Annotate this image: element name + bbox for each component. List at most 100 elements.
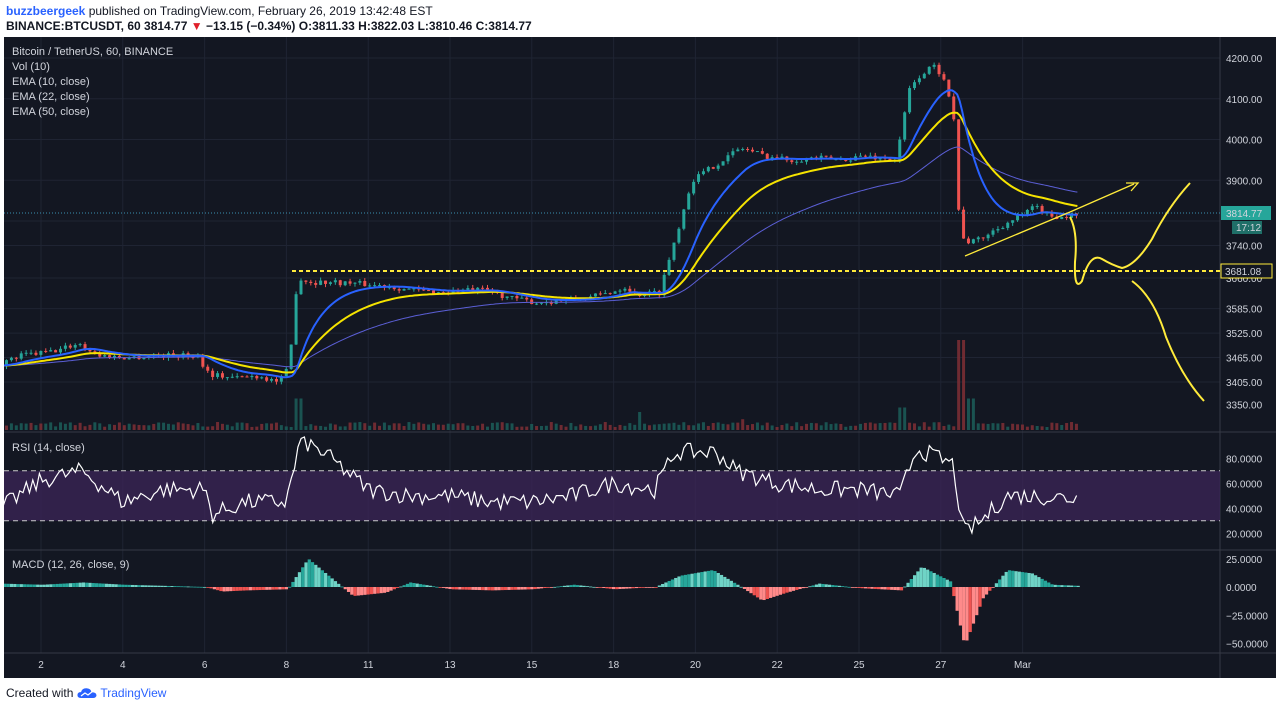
macd-bar bbox=[49, 584, 53, 587]
macd-bar bbox=[693, 573, 697, 587]
macd-bar bbox=[144, 585, 148, 587]
volume-bar bbox=[947, 424, 951, 430]
candle-body bbox=[39, 350, 43, 355]
macd-bar bbox=[818, 583, 822, 587]
macd-bar bbox=[1040, 578, 1044, 587]
macd-bar bbox=[1060, 585, 1064, 587]
macd-bar bbox=[389, 587, 393, 591]
macd-bar bbox=[595, 587, 599, 588]
macd-bar bbox=[808, 586, 812, 588]
macd-bar bbox=[193, 586, 197, 588]
candle-body bbox=[667, 259, 671, 275]
countdown-tag bbox=[1232, 221, 1262, 234]
candle-body bbox=[328, 282, 332, 284]
volume-bar bbox=[333, 424, 337, 430]
macd-bar bbox=[981, 587, 985, 599]
candle-body bbox=[765, 153, 769, 159]
macd-bar bbox=[507, 587, 511, 590]
trendline-lower bbox=[964, 211, 1071, 257]
time-tick-label: 6 bbox=[202, 660, 208, 671]
candle-body bbox=[539, 302, 543, 304]
volume-bar bbox=[117, 422, 121, 430]
macd-bar bbox=[88, 582, 92, 587]
candle-body bbox=[510, 295, 514, 297]
macd-bar bbox=[798, 587, 802, 590]
candle-body bbox=[549, 302, 553, 304]
macd-bar bbox=[467, 587, 472, 590]
macd-bar bbox=[628, 587, 632, 589]
macd-bar bbox=[517, 587, 521, 590]
macd-bar bbox=[903, 586, 907, 588]
macd-bar bbox=[65, 583, 69, 587]
volume-bar bbox=[1074, 423, 1078, 430]
volume-bar bbox=[672, 422, 676, 430]
chart-area[interactable]: 4200.00 4100.00 4000.00 3900.00 3740.00 3660.… bbox=[4, 37, 1276, 678]
volume-bar bbox=[245, 423, 249, 430]
tradingview-brand-text: TradingView bbox=[100, 686, 167, 700]
macd-bar bbox=[373, 587, 377, 594]
macd-bar bbox=[189, 586, 194, 588]
macd-bar bbox=[749, 587, 753, 594]
volume-bar bbox=[859, 423, 862, 430]
macd-bar bbox=[39, 584, 43, 587]
macd-bar bbox=[330, 578, 334, 587]
macd-bar bbox=[683, 574, 688, 587]
volume-bar bbox=[481, 423, 485, 430]
volume-bar bbox=[711, 423, 715, 430]
price-tick-label: 3740.00 bbox=[1226, 241, 1263, 252]
candle-body bbox=[731, 151, 735, 156]
macd-bar bbox=[157, 585, 161, 587]
macd-bar bbox=[533, 587, 537, 590]
macd-bar bbox=[664, 582, 668, 587]
volume-bar bbox=[996, 423, 1000, 430]
candle-body bbox=[1006, 222, 1010, 228]
volume-bar bbox=[628, 423, 632, 430]
price-tick-label: 4100.00 bbox=[1226, 95, 1263, 106]
candle-body bbox=[515, 295, 519, 299]
volume-bar bbox=[216, 422, 220, 430]
volume-bar bbox=[991, 423, 995, 430]
candle-body bbox=[122, 357, 126, 360]
volume-bar bbox=[598, 424, 602, 430]
candle-body bbox=[471, 288, 475, 292]
macd-bar bbox=[1073, 585, 1077, 587]
macd-bar bbox=[752, 587, 756, 596]
macd-bar bbox=[458, 587, 462, 590]
macd-bar bbox=[831, 585, 835, 587]
chart-canvas[interactable]: 4200.00 4100.00 4000.00 3900.00 3740.00 3660.… bbox=[4, 37, 1276, 678]
macd-tick-label: 25.0000 bbox=[1226, 555, 1263, 566]
volume-bar bbox=[1050, 422, 1054, 430]
macd-bar bbox=[386, 587, 390, 592]
macd-bar bbox=[536, 587, 540, 589]
candle-body bbox=[1060, 216, 1064, 220]
trendline-upper bbox=[1069, 183, 1135, 213]
tradingview-brand-link[interactable]: TradingView bbox=[77, 686, 166, 700]
volume-bar bbox=[353, 422, 357, 430]
macd-bar bbox=[304, 562, 308, 587]
volume-bar bbox=[981, 423, 985, 430]
macd-bar bbox=[130, 584, 135, 587]
candle-body bbox=[432, 290, 436, 295]
volume-bar bbox=[476, 425, 480, 430]
macd-bar bbox=[98, 583, 102, 587]
time-tick-label: 11 bbox=[363, 660, 374, 671]
candle-body bbox=[917, 78, 921, 83]
macd-bar bbox=[137, 585, 141, 587]
candle-body bbox=[44, 350, 48, 352]
candle-body bbox=[211, 370, 215, 377]
macd-bar bbox=[1043, 580, 1048, 587]
candle-body bbox=[240, 376, 244, 378]
candle-body bbox=[191, 356, 195, 358]
macd-bar bbox=[353, 587, 357, 596]
created-with-text: Created with bbox=[6, 686, 74, 700]
candle-body bbox=[682, 209, 686, 229]
macd-bar bbox=[4, 583, 7, 587]
candle-body bbox=[5, 360, 9, 367]
macd-bar bbox=[631, 587, 635, 589]
author-link[interactable]: buzzbeergeek bbox=[6, 4, 86, 18]
volume-bar bbox=[289, 426, 293, 430]
macd-bar bbox=[163, 585, 167, 587]
volume-bar bbox=[677, 424, 681, 430]
macd-bar bbox=[906, 582, 910, 587]
candle-body bbox=[368, 285, 372, 287]
